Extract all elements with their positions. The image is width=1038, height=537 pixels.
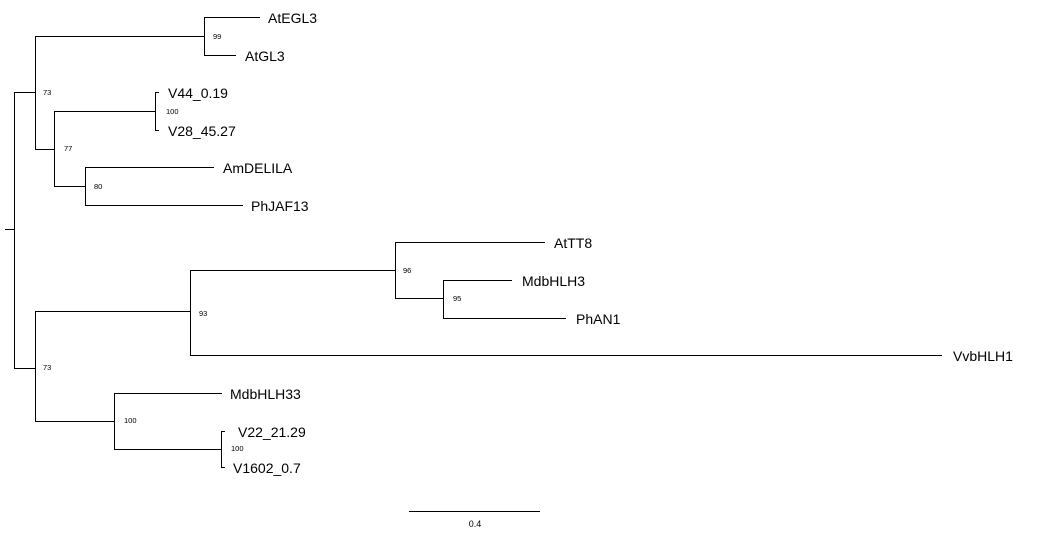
tree-branches [5, 17, 942, 468]
leaf-label-AtGL3: AtGL3 [245, 48, 285, 64]
support-value-label: 99 [213, 32, 221, 41]
support-value-label: 100 [231, 444, 244, 453]
leaf-label-PhJAF13: PhJAF13 [251, 198, 309, 214]
support-value-label: 100 [124, 416, 137, 425]
support-value-label: 93 [199, 309, 207, 318]
support-value-label: 77 [64, 144, 72, 153]
leaf-label-MdbHLH3: MdbHLH3 [522, 273, 585, 289]
leaf-label-AtEGL3: AtEGL3 [268, 10, 317, 26]
leaf-label-V22: V22_21.29 [238, 424, 306, 440]
leaf-label-V44: V44_0.19 [168, 85, 228, 101]
leaf-label-MdbHLH33: MdbHLH33 [230, 386, 301, 402]
leaf-label-V28: V28_45.27 [168, 123, 236, 139]
leaf-label-PhAN1: PhAN1 [576, 311, 621, 327]
leaf-label-AtTT8: AtTT8 [554, 235, 592, 251]
leaf-label-V1602: V1602_0.7 [233, 460, 301, 476]
support-value-label: 95 [453, 294, 461, 303]
support-value-label: 100 [166, 107, 179, 116]
support-value-label: 73 [43, 88, 51, 97]
support-value-label: 80 [94, 182, 102, 191]
support-value-label: 96 [403, 266, 411, 275]
leaf-label-AmDELILA: AmDELILA [223, 160, 293, 176]
scale-bar: 0.4 [409, 511, 540, 529]
leaf-label-VvbHLH1: VvbHLH1 [953, 348, 1013, 364]
leaf-labels: AtEGL3 AtGL3 V44_0.19 V28_45.27 AmDELILA PhJA… [168, 10, 1013, 476]
support-value-label: 73 [43, 363, 51, 372]
scale-bar-label: 0.4 [469, 519, 482, 529]
support-labels: 99 100 80 77 73 95 96 93 100 100 73 [43, 32, 461, 453]
